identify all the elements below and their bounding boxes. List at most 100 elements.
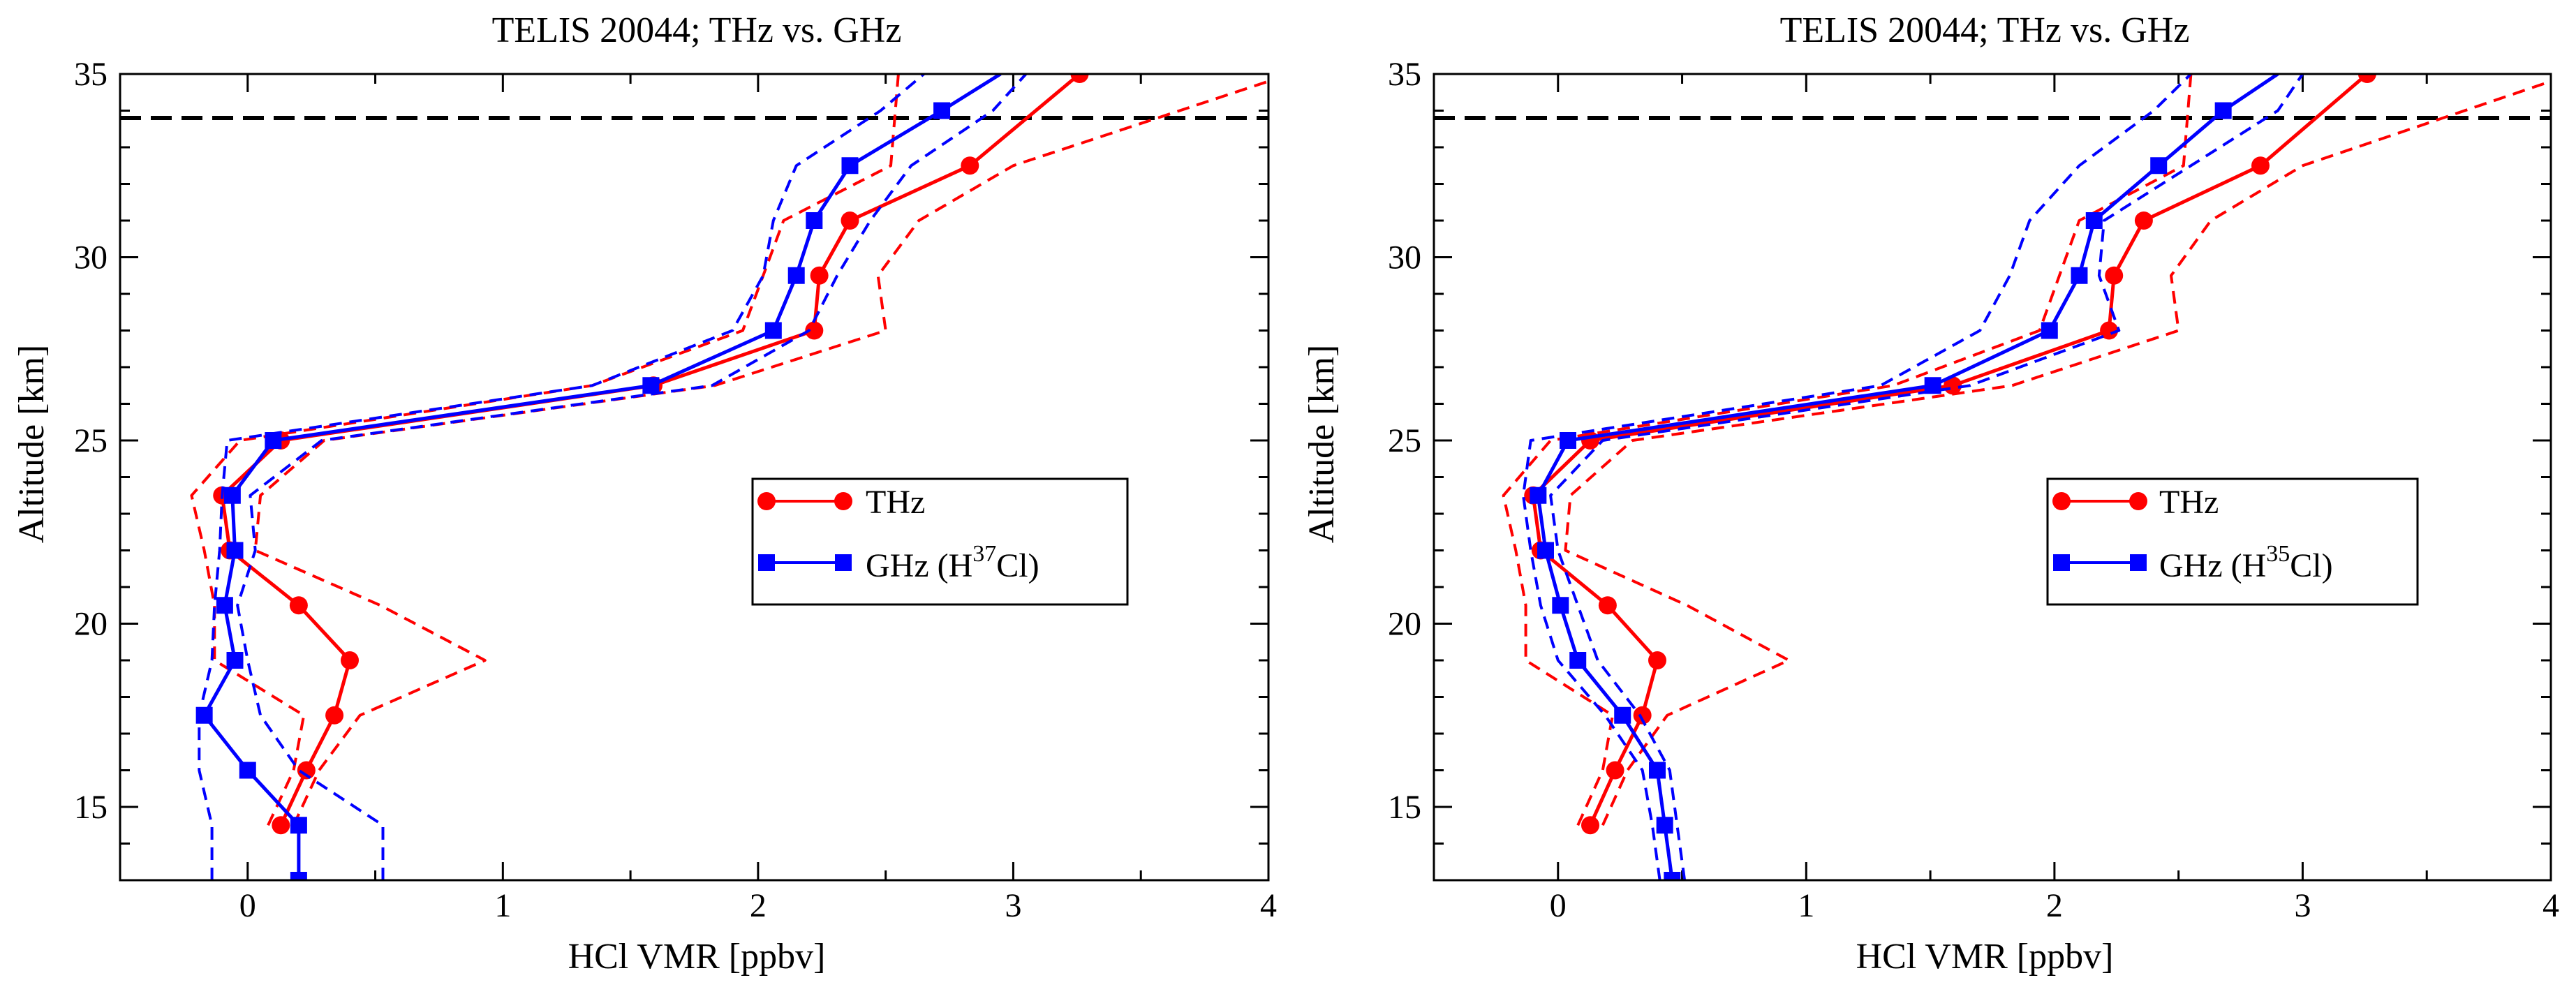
series-ghz-h35cl-point (1552, 597, 1569, 614)
series-thz-point (325, 706, 344, 725)
series-thz-lower-bound-line (1502, 74, 2193, 826)
legend-ghz-isotope: 37 (972, 541, 996, 567)
panel-right: TELIS 20044; THz vs. GHz Altitude [km] H… (1302, 10, 2559, 977)
series-ghz-h35cl-point (2071, 267, 2088, 284)
series-thz-upper-bound-line (1564, 80, 2551, 826)
series-thz-point (1598, 596, 1617, 615)
legend-ghz-prefix: GHz (H (2159, 547, 2266, 584)
series-thz-point (961, 156, 979, 175)
panel-right-frame (1433, 73, 2552, 882)
series-thz-lower-bound-line (190, 74, 900, 826)
legend-ghz-marker (2130, 554, 2147, 571)
series-ghz-upper-bound-line (1549, 74, 2304, 880)
series-ghz-h35cl-point (1530, 487, 1547, 504)
y-tick-label: 15 (1388, 789, 1421, 826)
series-thz-point (1581, 816, 1599, 835)
series-ghz-h37cl-line-top-line (940, 74, 1002, 112)
series-ghz-h37cl-point (226, 652, 244, 669)
x-tick-label: 0 (1550, 887, 1567, 924)
series-thz-point (272, 816, 290, 835)
legend-ghz-label: GHz (H35Cl) (2159, 541, 2333, 584)
series-ghz-h35cl-point (1656, 817, 1673, 834)
series-thz-point (1606, 761, 1624, 780)
series-ghz-h37cl-point (787, 267, 805, 284)
legend-thz-marker (834, 492, 852, 510)
legend-thz-marker (757, 492, 776, 510)
x-tick-label: 4 (2542, 887, 2559, 924)
series-thz-point (2357, 74, 2376, 83)
legend-ghz-marker (835, 554, 852, 571)
series-ghz-h37cl-point (841, 157, 859, 175)
series-ghz-h37cl-point (226, 542, 244, 559)
legend-ghz-marker (758, 554, 775, 571)
panel-right-title: TELIS 20044; THz vs. GHz (1780, 10, 2190, 50)
series-ghz-h37cl-point (223, 487, 241, 504)
x-tick-label: 4 (1260, 887, 1277, 924)
series-ghz-h37cl-point (290, 817, 307, 834)
data-layer (120, 74, 1268, 880)
y-tick-label: 35 (74, 56, 108, 93)
series-ghz-upper-bound-line (236, 74, 1028, 880)
series-thz-point (289, 596, 308, 615)
series-thz-point (2105, 266, 2124, 285)
series-ghz-lower-bound-line (198, 74, 925, 880)
legend-ghz-isotope: 35 (2266, 541, 2290, 567)
series-ghz-h37cl-point (764, 322, 782, 339)
legend-thz-marker (2052, 492, 2071, 510)
series-ghz-h35cl-point (2150, 157, 2168, 175)
series-ghz-h37cl-point (806, 212, 823, 229)
x-tick-label: 3 (2294, 887, 2311, 924)
y-tick-label: 30 (74, 239, 108, 276)
y-tick-label: 15 (74, 789, 108, 826)
x-tick-label: 2 (750, 887, 767, 924)
panel-right-plot: 0 1 2 3 4 15 20 25 30 35 (1388, 56, 2559, 924)
panel-left-xlabel: HCl VMR [ppbv] (568, 937, 826, 977)
legend-ghz-marker (2053, 554, 2070, 571)
series-ghz-h35cl-point (1664, 872, 1681, 880)
legend-ghz-label: GHz (H37Cl) (866, 541, 1039, 584)
axis-ticks: 0 1 2 3 4 15 20 25 30 35 (74, 56, 1277, 924)
legend-ghz-suffix: Cl) (996, 547, 1039, 584)
legend-thz-label: THz (2159, 484, 2219, 521)
x-tick-label: 3 (1005, 887, 1021, 924)
series-ghz-h35cl-point (1537, 542, 1554, 559)
panel-right-xlabel: HCl VMR [ppbv] (1856, 937, 2114, 977)
y-tick-label: 20 (74, 606, 108, 643)
series-ghz-h37cl-point (216, 597, 233, 614)
series-thz-point (2134, 212, 2153, 230)
y-tick-label: 35 (1388, 56, 1421, 93)
series-thz-point (810, 266, 829, 285)
legend-thz-label: THz (866, 484, 925, 521)
series-ghz-h35cl-point (1649, 762, 1666, 779)
series-thz-line (220, 74, 1081, 826)
x-tick-label: 1 (1798, 887, 1814, 924)
panel-left-plot: 0 1 2 3 4 15 20 25 30 35 (74, 56, 1277, 924)
legend-ghz-suffix: Cl) (2290, 547, 2332, 584)
series-thz-line (1531, 74, 2369, 826)
panel-left-legend: THz GHz (H37Cl) (751, 477, 1129, 606)
series-thz-point (841, 212, 859, 230)
x-tick-label: 0 (239, 887, 256, 924)
panel-right-ylabel: Altitude [km] (1302, 345, 1342, 544)
series-ghz-h35cl-point (1569, 652, 1587, 669)
series-thz-point (805, 321, 824, 340)
series-thz-point (1070, 74, 1089, 83)
panel-left-frame (119, 73, 1270, 882)
series-thz-upper-bound-line (253, 80, 1268, 826)
panel-left-title: TELIS 20044; THz vs. GHz (492, 10, 902, 50)
series-ghz-h37cl-point (290, 872, 307, 880)
series-ghz-h37cl-point (239, 762, 256, 779)
panel-right-legend: THz GHz (H35Cl) (2046, 477, 2419, 606)
y-tick-label: 25 (74, 422, 108, 459)
series-thz-point (1633, 706, 1652, 725)
panel-left: TELIS 20044; THz vs. GHz Altitude [km] H… (12, 10, 1277, 977)
legend-box (2046, 477, 2419, 606)
data-layer (1434, 74, 2551, 880)
y-tick-label: 30 (1388, 239, 1421, 276)
series-thz-point (2251, 156, 2270, 175)
legend-ghz-prefix: GHz (H (866, 547, 972, 584)
series-thz-point (297, 761, 316, 780)
series-ghz-h35cl-line-top-line (2222, 74, 2279, 112)
series-ghz-h35cl-point (2041, 322, 2058, 339)
